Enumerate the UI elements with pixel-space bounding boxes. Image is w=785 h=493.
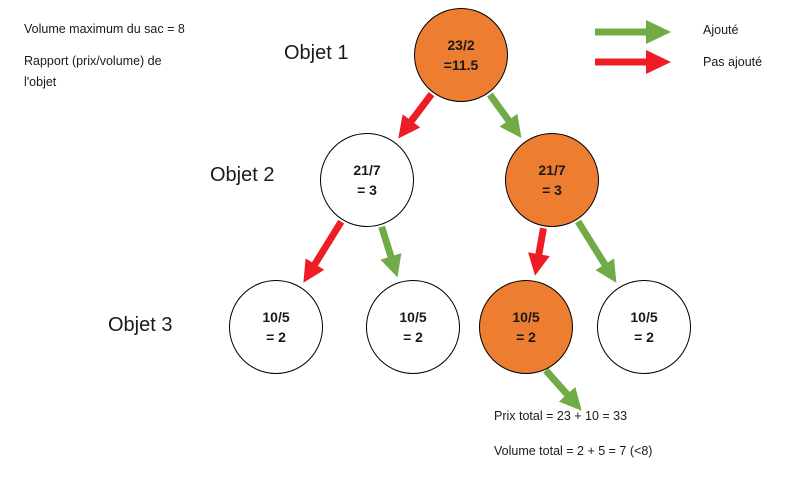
tree-edges [303, 92, 617, 411]
node-ratio: 10/5 [262, 309, 290, 325]
legend-not-added-arrow [595, 50, 671, 74]
edge-l2_right-to-l3_d-added [575, 219, 617, 283]
ratio-text-line2: l'objet [24, 75, 57, 89]
result-block: Prix total = 23 + 10 = 33 Volume total =… [494, 409, 684, 469]
level-label-object-3: Objet 3 [108, 314, 173, 336]
node-ratio: 21/7 [353, 162, 381, 178]
node-object-3-d: 10/5 = 2 [597, 280, 691, 374]
level-label-object-2: Objet 2 [210, 164, 275, 186]
node-ratio: 21/7 [538, 162, 566, 178]
node-value: = 3 [357, 182, 377, 198]
node-value: = 2 [516, 329, 536, 345]
node-object-2-skipped-branch: 21/7 = 3 [320, 133, 414, 227]
ratio-text-line1: Rapport (prix/volume) de [24, 54, 162, 68]
legend-not-added-label: Pas ajouté [703, 55, 763, 69]
edge-root-to-l2_left-not_added [398, 92, 435, 139]
edge-l2_left-to-l3_b-added [378, 225, 402, 278]
node-ratio: 10/5 [630, 309, 658, 325]
edge-l2_left-to-l3_a-not_added [303, 219, 345, 283]
node-object-3-b: 10/5 = 2 [366, 280, 460, 374]
result-total-price: Prix total = 23 + 10 = 33 [494, 409, 628, 423]
capacity-text: Volume maximum du sac = 8 [24, 22, 185, 36]
node-value: = 3 [542, 182, 562, 198]
node-ratio: 23/2 [447, 37, 475, 53]
node-object-1: 23/2 =11.5 [414, 8, 508, 102]
node-value: = 2 [403, 329, 423, 345]
node-value: =11.5 [443, 57, 479, 73]
node-ratio: 10/5 [399, 309, 427, 325]
node-object-2-added-branch: 21/7 = 3 [505, 133, 599, 227]
edge-l3_c-to-result-added [543, 367, 582, 411]
legend-added-label: Ajouté [703, 23, 739, 37]
node-ratio: 10/5 [512, 309, 540, 325]
node-object-3-c-selected: 10/5 = 2 [479, 280, 573, 374]
result-total-volume: Volume total = 2 + 5 = 7 (<8) [494, 444, 653, 458]
edge-l2_right-to-l3_c-not_added [528, 227, 550, 276]
node-value: = 2 [266, 329, 286, 345]
node-object-3-a: 10/5 = 2 [229, 280, 323, 374]
node-value: = 2 [634, 329, 654, 345]
legend-added-arrow [595, 20, 671, 44]
edge-root-to-l2_right-added [487, 92, 522, 138]
level-label-object-1: Objet 1 [284, 42, 349, 64]
